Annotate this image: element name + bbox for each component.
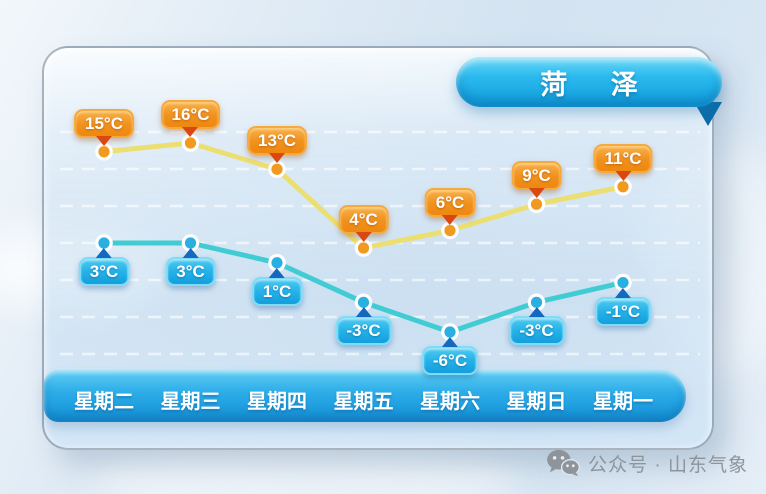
- watermark-text: 公众号 · 山东气象: [588, 454, 748, 476]
- wechat-icon: [547, 449, 581, 477]
- city-title: 菏 泽: [540, 69, 656, 100]
- day-axis-bar: [44, 370, 686, 422]
- watermark: 公众号 · 山东气象: [546, 449, 748, 477]
- city-ribbon: 菏 泽: [456, 57, 722, 107]
